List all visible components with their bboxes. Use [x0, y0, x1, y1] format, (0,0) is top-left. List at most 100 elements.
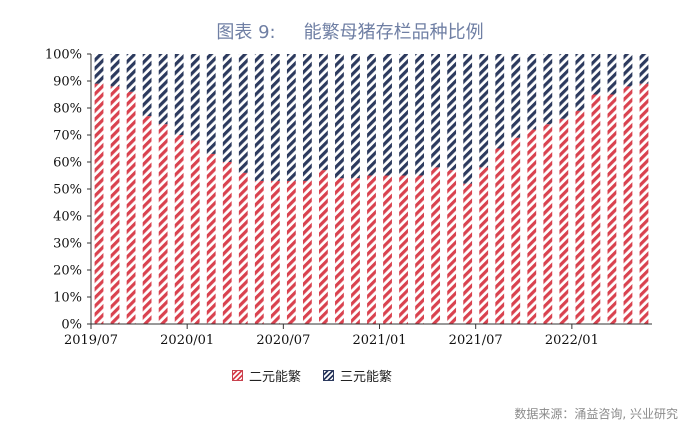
bar-series1-2020/11 — [351, 178, 360, 324]
bar-series2-2021/12 — [559, 54, 569, 119]
chart-title: 图表 9: 能繁母猪存栏品种比例 — [0, 18, 700, 44]
bar-series2-2020/04 — [238, 54, 248, 173]
bar-series2-2020/02 — [206, 54, 216, 154]
bar-series1-2020/08 — [302, 180, 312, 324]
bar-series2-2022/03 — [607, 54, 617, 95]
bar-series1-2021/04 — [431, 167, 441, 324]
bar-series2-2019/10 — [142, 54, 152, 117]
x-tick-label: 2020/01 — [160, 333, 214, 348]
bar-series2-2021/02 — [399, 54, 408, 176]
bar-series1-2020/12 — [367, 175, 376, 324]
legend-item-series2: 三元能繁 — [323, 366, 392, 385]
bar-series2-2021/08 — [495, 54, 505, 149]
bar-series1-2021/06 — [463, 183, 473, 324]
bar-series2-2021/07 — [479, 54, 489, 168]
bar-series1-2019/11 — [158, 124, 168, 324]
bar-series2-2020/05 — [254, 54, 264, 181]
legend-swatch-series1 — [232, 370, 243, 381]
bar-series1-2021/03 — [415, 175, 424, 324]
bar-series2-2019/09 — [126, 54, 136, 92]
y-tick-label: 100% — [45, 48, 82, 63]
y-tick-label: 70% — [53, 129, 82, 144]
axes-group: 0% 10% 20% 30% 40% 50% 60% 70% 80% 90% 100% 2019/07… — [45, 48, 652, 348]
bar-series2-2020/07 — [286, 54, 296, 181]
bar-series1-2021/02 — [399, 175, 408, 324]
bar-series1-2020/10 — [335, 178, 344, 324]
bar-series2-2022/04 — [623, 54, 633, 87]
bar-series2-2021/03 — [415, 54, 424, 176]
bar-series1-2020/01 — [190, 140, 200, 324]
bars-group — [94, 54, 649, 325]
bar-series2-2020/08 — [302, 54, 312, 181]
bar-series1-2020/09 — [319, 170, 328, 324]
bar-series2-2021/06 — [463, 54, 473, 184]
legend-item-series1: 二元能繁 — [232, 366, 301, 385]
bar-series2-2022/01 — [575, 54, 585, 111]
bar-series1-2021/11 — [543, 124, 553, 324]
bar-series2-2021/01 — [383, 54, 392, 176]
bar-series2-2022/02 — [591, 54, 601, 95]
x-tick-label: 2022/01 — [545, 333, 599, 348]
legend-label-series1: 二元能繁 — [249, 370, 302, 385]
x-tick-label: 2019/07 — [64, 333, 118, 348]
bar-series2-2020/03 — [222, 54, 232, 162]
bar-series2-2020/12 — [367, 54, 376, 176]
bar-series1-2021/01 — [383, 175, 392, 324]
bar-series2-2021/11 — [543, 54, 553, 125]
data-source-note: 数据来源：涌益咨询, 兴业研究 — [514, 407, 678, 421]
bar-series1-2021/08 — [495, 148, 505, 324]
legend: 二元能繁 三元能繁 — [232, 366, 414, 385]
bar-series2-2021/05 — [447, 54, 457, 171]
bar-series1-2019/08 — [110, 86, 120, 325]
bar-series1-2021/09 — [511, 137, 521, 324]
bar-series1-2020/02 — [206, 153, 216, 324]
bar-series2-2020/06 — [270, 54, 280, 181]
bar-series2-2021/04 — [431, 54, 441, 168]
x-tick-label: 2021/07 — [449, 333, 503, 348]
bar-series2-2019/11 — [158, 54, 168, 125]
bar-series1-2020/03 — [222, 162, 232, 324]
bar-series1-2020/06 — [270, 180, 280, 324]
bar-series1-2022/01 — [575, 110, 585, 324]
bar-series2-2021/10 — [527, 54, 537, 130]
bar-series1-2021/07 — [479, 167, 489, 324]
bar-series1-2019/12 — [174, 135, 184, 324]
bar-series2-2019/08 — [110, 54, 120, 87]
bar-series1-2021/10 — [527, 129, 537, 324]
bar-series1-2020/07 — [286, 180, 296, 324]
x-tick-label: 2020/07 — [256, 333, 310, 348]
bar-series1-2022/03 — [607, 94, 617, 324]
y-tick-label: 40% — [53, 210, 82, 225]
bar-series2-2019/07 — [94, 54, 104, 84]
bar-series2-2020/11 — [351, 54, 360, 179]
chart-title-prefix: 图表 9: — [216, 22, 276, 43]
bar-series1-2021/05 — [447, 170, 457, 324]
y-tick-label: 10% — [53, 291, 82, 306]
bar-series1-2020/05 — [254, 180, 264, 324]
bar-series2-2020/10 — [335, 54, 344, 179]
bar-series1-2022/05 — [639, 83, 649, 324]
bar-series1-2019/07 — [94, 83, 104, 324]
bar-series2-2020/01 — [190, 54, 200, 141]
bar-series2-2021/09 — [511, 54, 521, 138]
bar-series1-2022/04 — [623, 86, 633, 325]
legend-swatch-series2 — [323, 370, 335, 381]
y-tick-label: 0% — [61, 318, 82, 333]
y-tick-label: 90% — [53, 75, 82, 90]
bar-series1-2019/10 — [142, 116, 152, 324]
bar-series2-2022/05 — [639, 54, 649, 84]
bar-series1-2020/04 — [238, 172, 248, 324]
chart-title-text: 能繁母猪存栏品种比例 — [303, 22, 484, 43]
bar-series2-2019/12 — [174, 54, 184, 135]
y-tick-label: 30% — [53, 237, 82, 252]
y-tick-label: 50% — [53, 183, 82, 198]
bar-series1-2022/02 — [591, 94, 601, 324]
bar-series2-2020/09 — [319, 54, 328, 171]
y-tick-label: 20% — [53, 264, 82, 279]
y-tick-label: 60% — [53, 156, 82, 171]
y-tick-label: 80% — [53, 102, 82, 117]
legend-label-series2: 三元能繁 — [340, 370, 393, 385]
x-tick-label: 2021/01 — [353, 333, 407, 348]
bar-series1-2019/09 — [126, 91, 136, 324]
